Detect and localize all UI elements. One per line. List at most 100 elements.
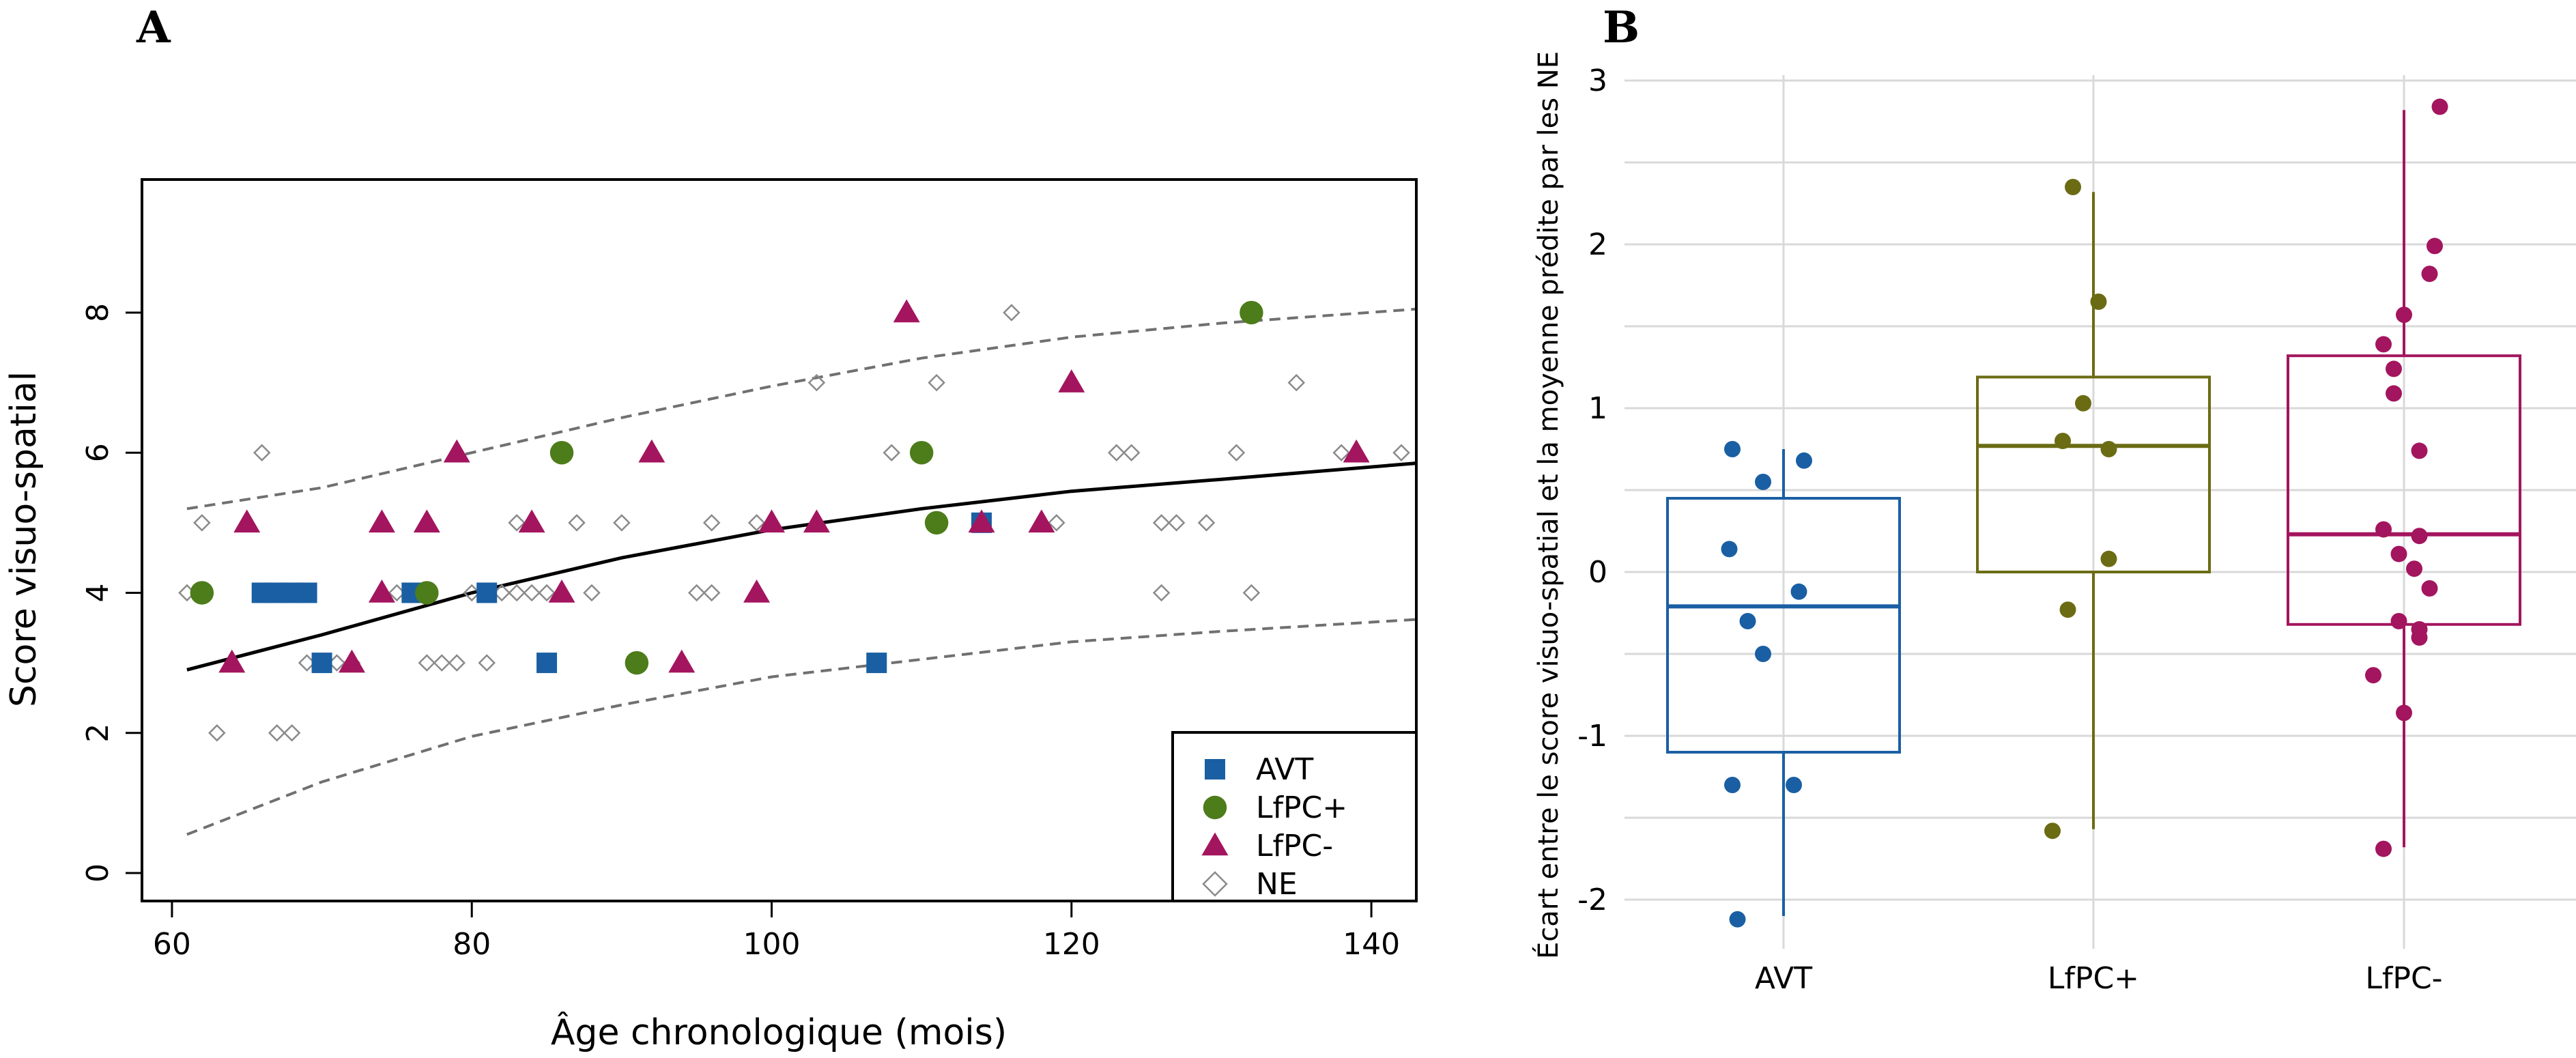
legend-label: LfPC+	[1256, 790, 1347, 825]
jitter-point-lfpc-	[2365, 667, 2381, 684]
point-lfpc-	[339, 649, 366, 673]
point-ne	[702, 584, 721, 602]
jitter-point-lfpc-	[2421, 266, 2438, 283]
jitter-point-lfpc-	[2386, 360, 2402, 377]
point-lfpc-	[758, 509, 786, 533]
y-tick-label: -2	[1577, 883, 1607, 917]
point-lfpc-	[368, 579, 395, 603]
y-tick-label: 0	[81, 863, 115, 883]
y-tick-label: 2	[81, 724, 115, 743]
point-ne	[1227, 444, 1246, 461]
jitter-point-avt	[1724, 441, 1741, 457]
box-avt	[1666, 497, 1901, 754]
point-ne	[1392, 444, 1410, 461]
y-tick-label: 3	[1588, 63, 1607, 98]
jitter-point-lfpc+	[2075, 395, 2091, 412]
jitter-point-avt	[1786, 777, 1802, 793]
jitter-point-avt	[1724, 777, 1741, 793]
point-avt	[866, 653, 887, 674]
jitter-point-avt	[1755, 646, 1771, 662]
point-ne	[1197, 514, 1216, 532]
point-ne	[268, 724, 286, 742]
point-lfpc-	[218, 649, 246, 673]
jitter-point-avt	[1790, 583, 1807, 600]
point-ne	[702, 514, 721, 532]
point-ne	[613, 514, 631, 532]
point-ne	[508, 514, 526, 532]
point-lfpc-	[893, 299, 920, 323]
legend-marker-lfpc-	[1201, 832, 1229, 856]
point-lfpc-	[368, 509, 395, 533]
legend-marker-avt	[1205, 759, 1225, 780]
upper-prediction-band	[186, 307, 1417, 511]
x-tick-label: 140	[1343, 927, 1400, 962]
fit-line	[186, 461, 1417, 672]
x-tick-label: 60	[153, 927, 191, 962]
legend-label: NE	[1256, 867, 1298, 902]
point-ne	[208, 724, 226, 742]
point-lfpc-	[668, 649, 696, 673]
jitter-point-avt	[1755, 474, 1771, 490]
point-avt	[536, 653, 558, 674]
point-ne	[1242, 584, 1261, 602]
panel-b-boxplot: -2 -1 0 1 2 3 AVT LfPC+ LfPC-	[1577, 63, 2576, 996]
panel-a-label: A	[136, 2, 171, 53]
jitter-point-lfpc-	[2427, 238, 2443, 255]
jitter-point-lfpc-	[2411, 629, 2428, 646]
jitter-point-lfpc-	[2431, 98, 2448, 115]
point-ne	[1287, 373, 1306, 392]
legend-marker-ne	[1202, 871, 1228, 897]
point-ne	[418, 654, 436, 672]
point-ne	[478, 654, 496, 672]
jitter-point-lfpc+	[2065, 179, 2081, 195]
y-tick-label: 4	[81, 583, 115, 602]
legend-marker-lfpc+	[1203, 795, 1227, 820]
point-ne	[193, 514, 211, 532]
point-lfpc-	[518, 509, 545, 533]
point-ne	[687, 584, 706, 602]
box-lfpc+	[1976, 375, 2211, 574]
point-ne	[568, 514, 586, 532]
point-lfpc-	[638, 439, 666, 463]
point-lfpc-	[968, 509, 995, 533]
jitter-point-avt	[1796, 452, 1812, 469]
point-ne	[583, 584, 601, 602]
point-ne	[928, 373, 945, 392]
point-avt	[476, 582, 498, 603]
jitter-point-lfpc-	[2406, 560, 2422, 577]
point-ne	[1003, 304, 1020, 321]
point-ne	[508, 584, 526, 602]
point-lfpc+	[549, 440, 574, 465]
point-ne	[1107, 444, 1126, 461]
point-lfpc-	[803, 509, 830, 533]
point-ne	[1332, 444, 1350, 461]
jitter-point-lfpc-	[2421, 580, 2438, 597]
jitter-point-avt	[1729, 911, 1746, 928]
jitter-point-avt	[1721, 541, 1738, 558]
jitter-point-lfpc+	[2100, 550, 2117, 567]
y-tick-label: 8	[81, 303, 115, 322]
point-ne	[538, 584, 556, 602]
point-ne	[883, 444, 901, 461]
jitter-point-lfpc-	[2386, 385, 2402, 402]
point-ne	[1122, 444, 1141, 461]
x-tick-label: LfPC-	[2365, 961, 2442, 996]
jitter-point-lfpc-	[2396, 306, 2412, 324]
point-lfpc-	[1028, 509, 1055, 533]
point-ne	[807, 373, 826, 392]
jitter-point-lfpc+	[2090, 294, 2107, 310]
jitter-point-lfpc+	[2059, 601, 2076, 618]
point-ne	[747, 514, 766, 532]
point-ne	[523, 584, 541, 602]
point-lfpc-	[413, 509, 440, 533]
point-lfpc-	[743, 579, 771, 603]
jitter-point-lfpc+	[2055, 433, 2071, 449]
legend-label: LfPC-	[1256, 829, 1333, 863]
x-tick-label: 120	[1043, 927, 1100, 962]
jitter-point-lfpc-	[2411, 442, 2428, 459]
jitter-point-lfpc-	[2375, 336, 2392, 353]
panel-b-label: B	[1603, 2, 1640, 53]
point-lfpc+	[190, 581, 214, 605]
